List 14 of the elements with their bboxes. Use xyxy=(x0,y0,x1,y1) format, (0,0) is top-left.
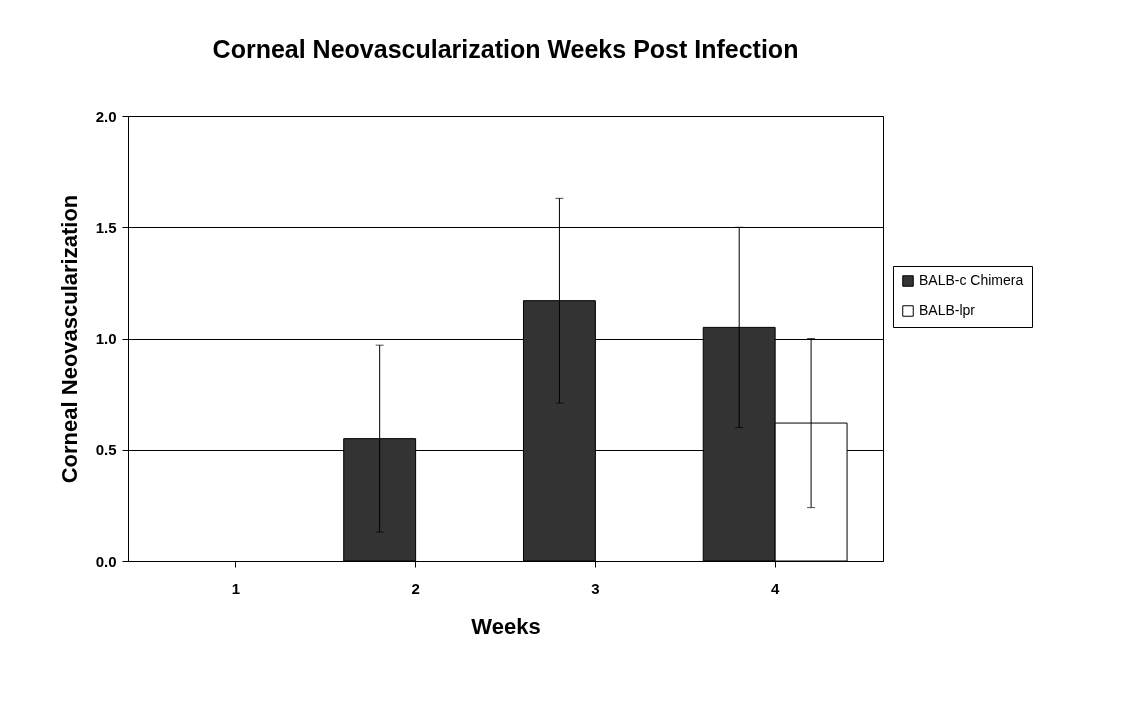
chart-title: Corneal Neovascularization Weeks Post Infection xyxy=(212,35,799,63)
legend-label: BALB-lpr xyxy=(919,302,976,318)
y-axis-title: Corneal Neovascularization xyxy=(56,194,82,484)
y-tick-label: 0.0 xyxy=(95,552,117,570)
y-tick-label: 2.0 xyxy=(95,107,117,125)
y-tick-label: 0.5 xyxy=(95,441,117,459)
x-tick-label: 3 xyxy=(591,579,600,597)
y-tick-label: 1.5 xyxy=(95,218,117,236)
x-axis-title: Weeks xyxy=(471,613,541,639)
x-tick-label: 1 xyxy=(231,579,241,597)
y-tick-label: 1.0 xyxy=(95,330,117,347)
x-tick-label: 2 xyxy=(411,579,420,597)
legend-label: BALB-c Chimera xyxy=(919,272,1024,288)
x-tick-label: 4 xyxy=(770,579,780,597)
